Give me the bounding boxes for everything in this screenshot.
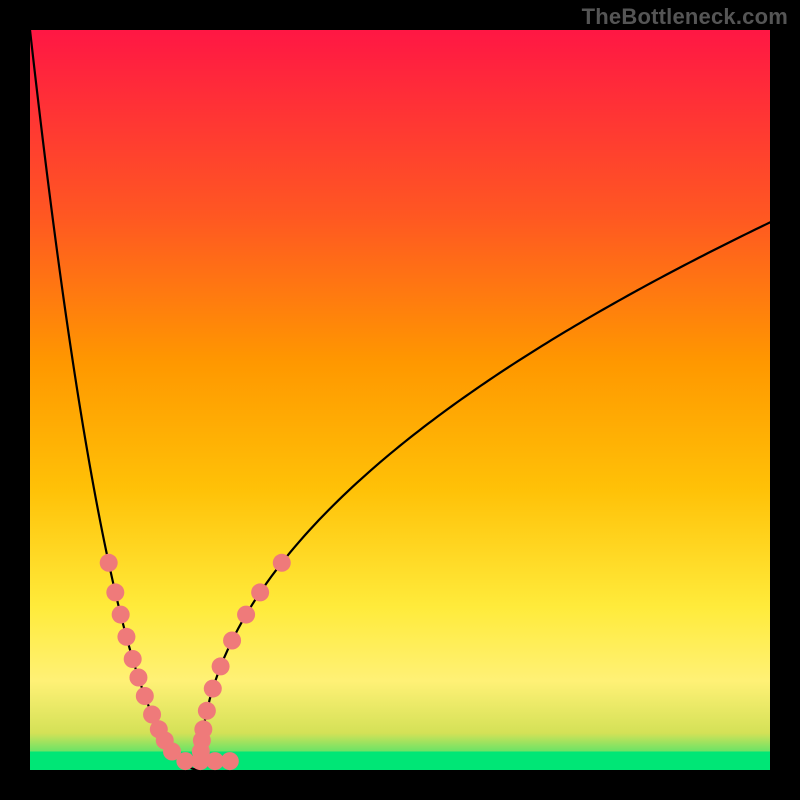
marker-dot — [129, 669, 147, 687]
marker-dot — [198, 702, 216, 720]
marker-dot — [106, 583, 124, 601]
chart-root: TheBottleneck.com — [0, 0, 800, 800]
marker-dot — [117, 628, 135, 646]
marker-dot — [237, 606, 255, 624]
marker-dot — [124, 650, 142, 668]
marker-dot — [251, 583, 269, 601]
marker-dot — [204, 680, 222, 698]
floor-band — [30, 752, 770, 771]
watermark-text: TheBottleneck.com — [582, 4, 788, 30]
marker-dot — [223, 632, 241, 650]
chart-svg — [0, 0, 800, 800]
marker-dot — [212, 657, 230, 675]
marker-dot — [100, 554, 118, 572]
marker-dot — [221, 752, 239, 770]
marker-dot — [136, 687, 154, 705]
marker-dot — [112, 606, 130, 624]
marker-dot — [273, 554, 291, 572]
